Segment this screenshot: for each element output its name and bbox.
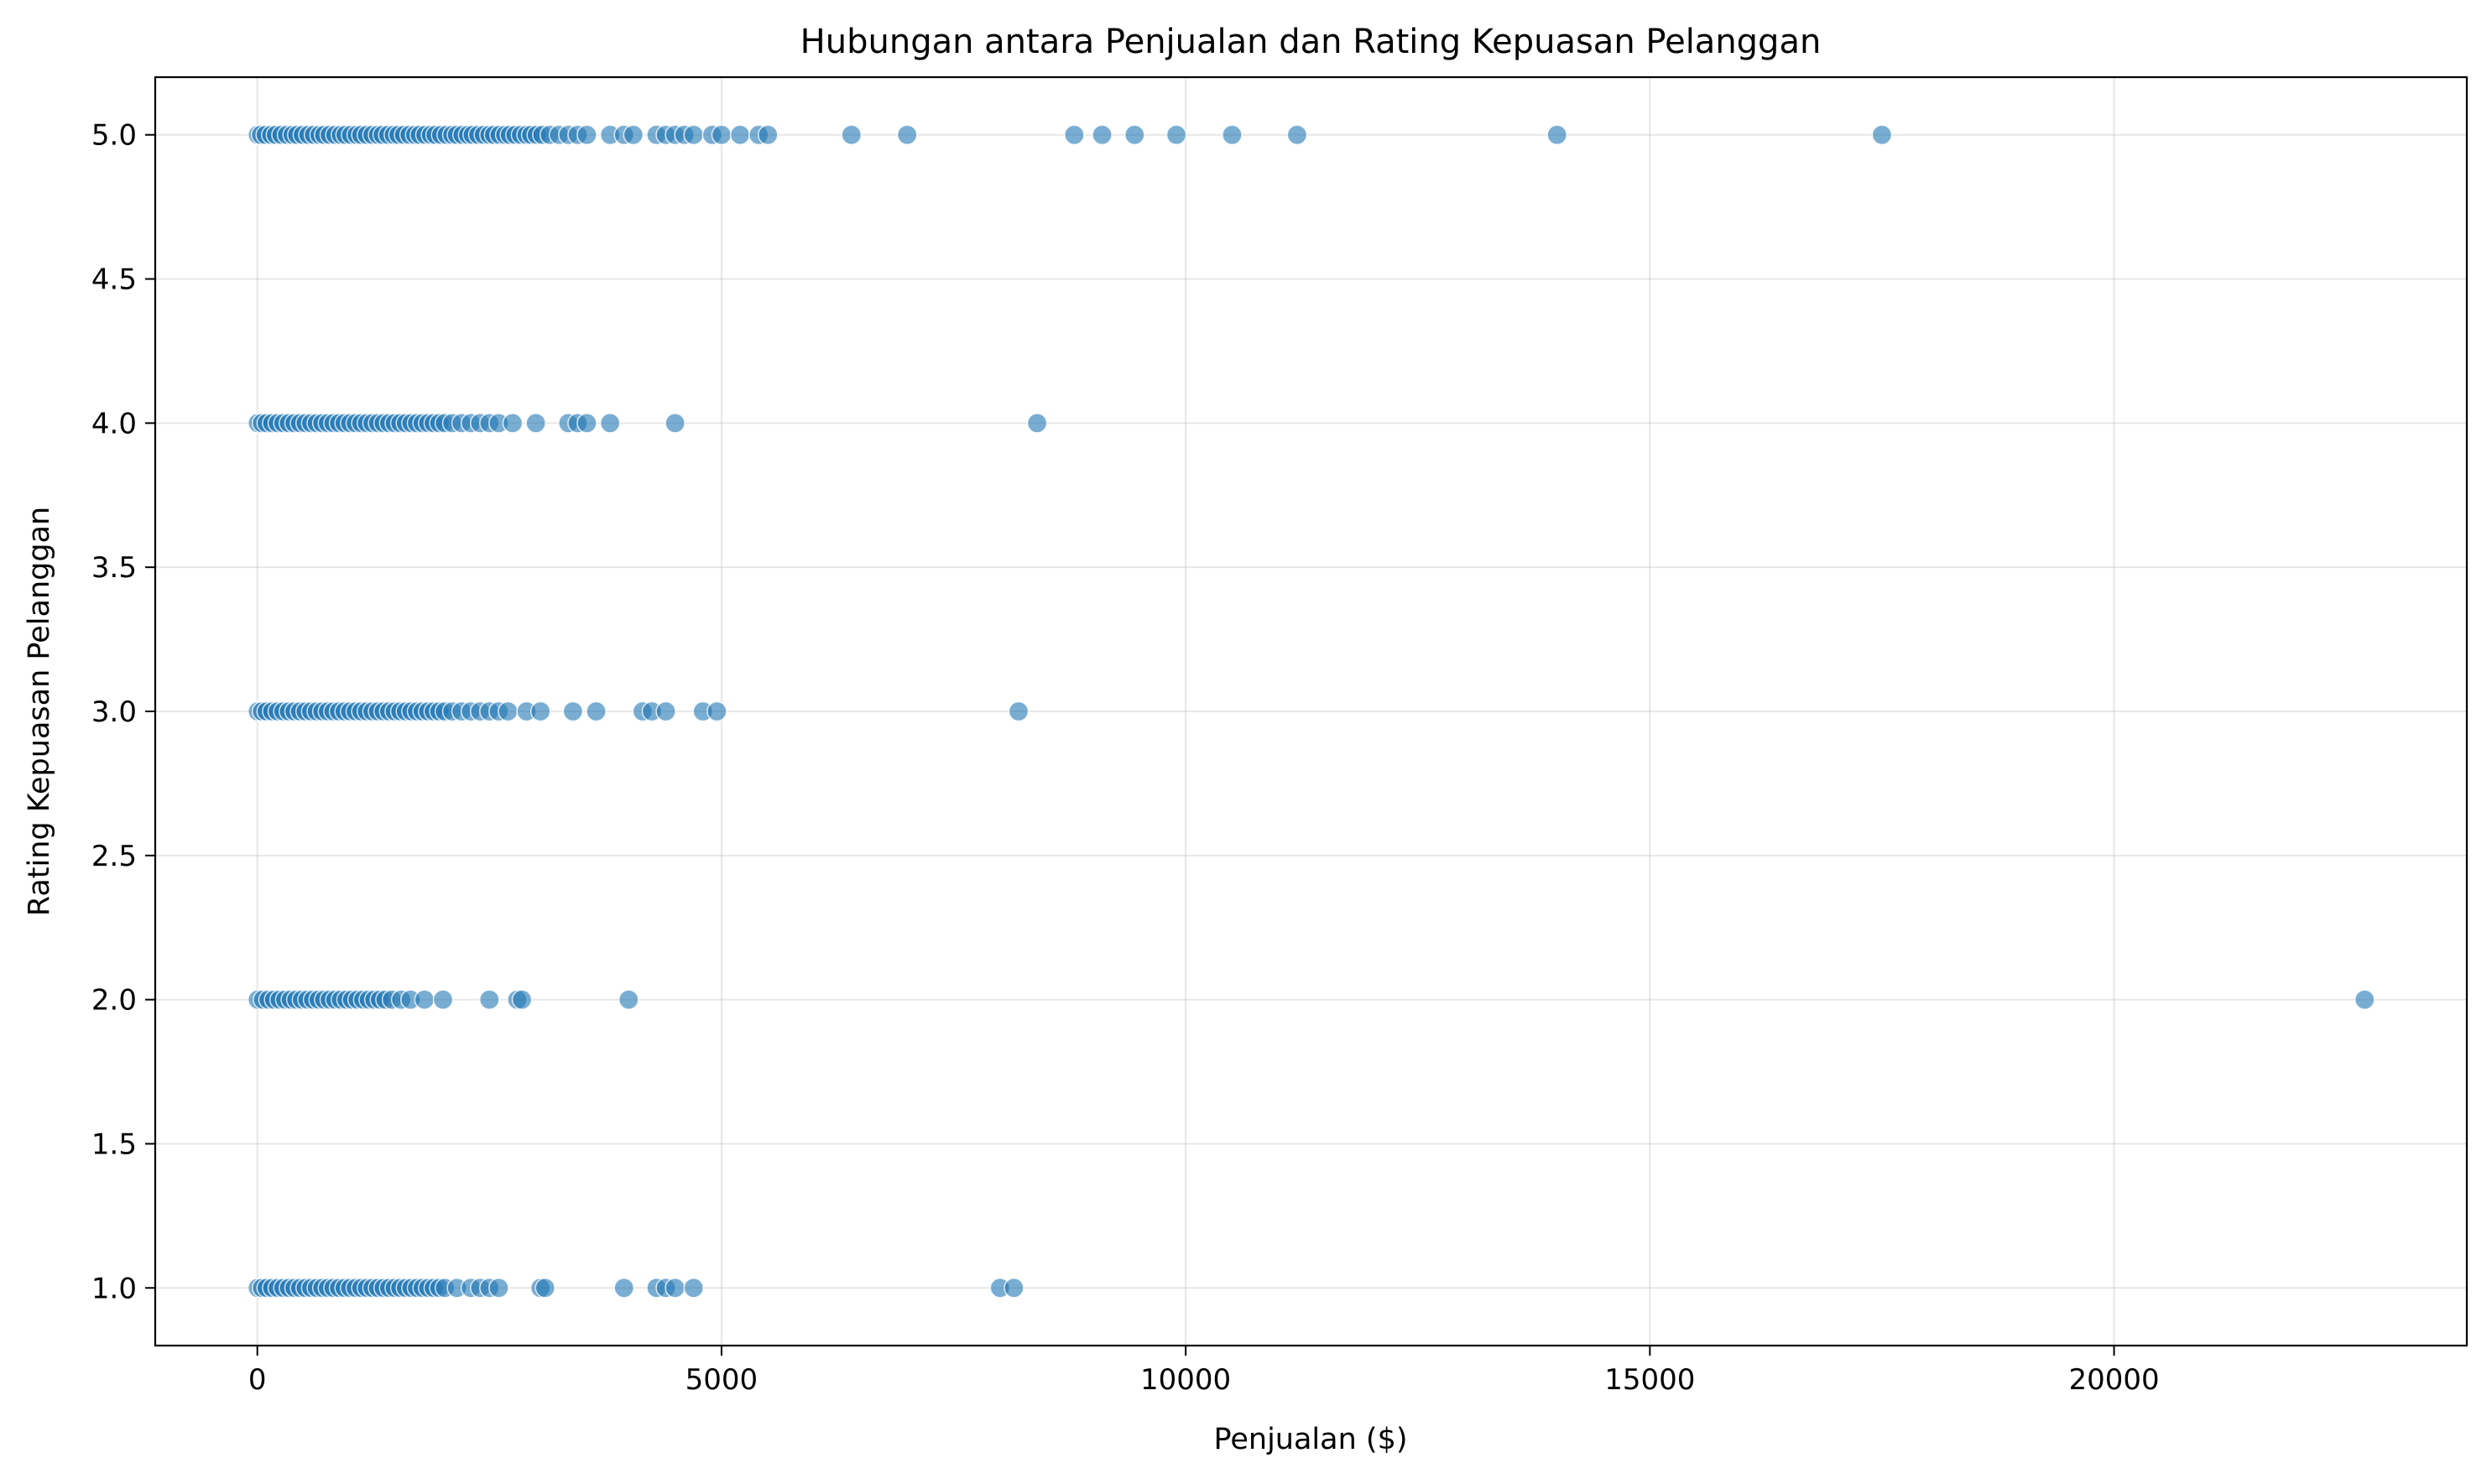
data-point: [1286, 124, 1308, 145]
y-axis-label: Rating Kepuasan Pelanggan: [23, 507, 56, 916]
data-point: [502, 413, 524, 434]
data-point: [1026, 413, 1048, 434]
axis-ticks: 0 5000 10000 15000 20000 1.0 1.5 2.0 2.5 3.0 3.5 4.…: [91, 119, 2160, 1397]
data-point: [599, 413, 621, 434]
y-tick-label: 2.0: [91, 984, 137, 1018]
data-point: [1092, 124, 1113, 145]
data-point: [757, 124, 779, 145]
data-point: [479, 989, 500, 1010]
x-tick-label: 20000: [2068, 1363, 2159, 1397]
x-tick-label: 5000: [686, 1363, 759, 1397]
data-point: [511, 989, 533, 1010]
y-tick-label: 4.5: [91, 263, 137, 297]
data-point: [706, 700, 727, 722]
data-point: [525, 413, 546, 434]
data-point: [488, 1278, 509, 1299]
data-point: [623, 124, 644, 145]
y-tick-label: 1.5: [91, 1127, 137, 1161]
data-point: [414, 989, 435, 1010]
data-point: [665, 413, 686, 434]
data-point: [1064, 124, 1085, 145]
data-point: [683, 124, 704, 145]
chart-title: Hubungan antara Penjualan dan Rating Kep…: [800, 23, 1822, 61]
y-tick-label: 1.0: [91, 1272, 137, 1305]
data-point: [1004, 1278, 1024, 1299]
y-tick-label: 2.5: [91, 840, 137, 873]
data-point: [2354, 989, 2375, 1010]
data-point: [576, 413, 597, 434]
y-tick-label: 3.0: [91, 695, 137, 729]
data-point: [618, 989, 639, 1010]
data-point: [1124, 124, 1145, 145]
y-tick-label: 3.5: [91, 551, 137, 585]
data-point: [1546, 124, 1567, 145]
x-tick-label: 15000: [1604, 1363, 1695, 1397]
data-point: [841, 124, 863, 145]
y-tick-label: 5.0: [91, 119, 137, 153]
data-point: [432, 989, 454, 1010]
data-point: [613, 1278, 634, 1299]
y-tick-label: 4.0: [91, 407, 137, 440]
data-point: [1165, 124, 1187, 145]
data-point: [729, 124, 751, 145]
data-point: [665, 1278, 686, 1299]
x-tick-label: 0: [248, 1363, 267, 1397]
data-point: [562, 700, 584, 722]
data-points: [248, 124, 2375, 1299]
data-point: [534, 1278, 555, 1299]
data-point: [711, 124, 732, 145]
data-point: [1871, 124, 1893, 145]
data-point: [529, 700, 551, 722]
data-point: [683, 1278, 704, 1299]
data-point: [1222, 124, 1243, 145]
data-point: [896, 124, 918, 145]
data-point: [576, 124, 597, 145]
x-axis-label: Penjualan ($): [1214, 1423, 1408, 1456]
data-point: [655, 700, 676, 722]
x-tick-label: 10000: [1140, 1363, 1231, 1397]
data-point: [586, 700, 607, 722]
data-point: [498, 700, 519, 722]
data-point: [1008, 700, 1030, 722]
